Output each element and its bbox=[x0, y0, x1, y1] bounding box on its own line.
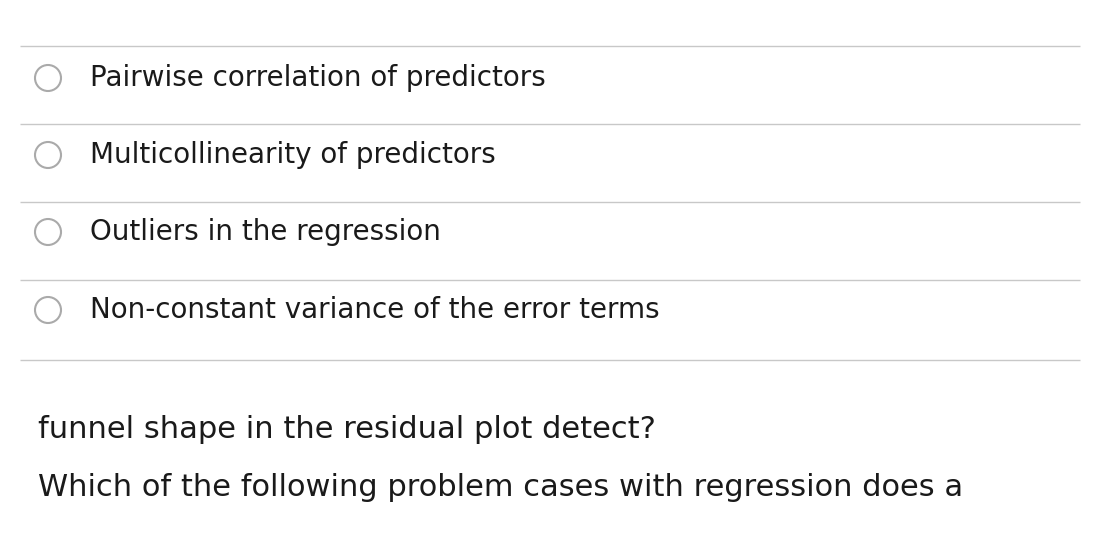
Text: Which of the following problem cases with regression does a: Which of the following problem cases wit… bbox=[39, 474, 964, 503]
Text: Pairwise correlation of predictors: Pairwise correlation of predictors bbox=[90, 64, 546, 92]
Text: funnel shape in the residual plot detect?: funnel shape in the residual plot detect… bbox=[39, 416, 656, 445]
Text: Outliers in the regression: Outliers in the regression bbox=[90, 218, 441, 246]
Text: Non-constant variance of the error terms: Non-constant variance of the error terms bbox=[90, 296, 660, 324]
Text: Multicollinearity of predictors: Multicollinearity of predictors bbox=[90, 141, 496, 169]
